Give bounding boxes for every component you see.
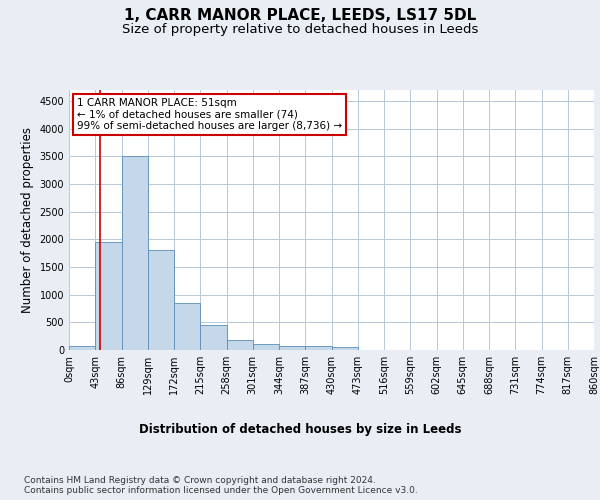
Y-axis label: Number of detached properties: Number of detached properties bbox=[21, 127, 34, 313]
Text: Distribution of detached houses by size in Leeds: Distribution of detached houses by size … bbox=[139, 422, 461, 436]
Text: 1, CARR MANOR PLACE, LEEDS, LS17 5DL: 1, CARR MANOR PLACE, LEEDS, LS17 5DL bbox=[124, 8, 476, 22]
Bar bbox=[227, 340, 253, 350]
Bar bbox=[69, 346, 95, 350]
Bar bbox=[279, 346, 305, 350]
Bar bbox=[253, 344, 279, 350]
Bar bbox=[148, 250, 174, 350]
Bar bbox=[174, 303, 200, 350]
Bar bbox=[200, 325, 227, 350]
Text: 1 CARR MANOR PLACE: 51sqm
← 1% of detached houses are smaller (74)
99% of semi-d: 1 CARR MANOR PLACE: 51sqm ← 1% of detach… bbox=[77, 98, 342, 131]
Bar bbox=[121, 156, 148, 350]
Bar bbox=[95, 242, 121, 350]
Text: Contains HM Land Registry data © Crown copyright and database right 2024.
Contai: Contains HM Land Registry data © Crown c… bbox=[24, 476, 418, 495]
Bar bbox=[331, 347, 358, 350]
Bar bbox=[305, 346, 331, 350]
Text: Size of property relative to detached houses in Leeds: Size of property relative to detached ho… bbox=[122, 22, 478, 36]
